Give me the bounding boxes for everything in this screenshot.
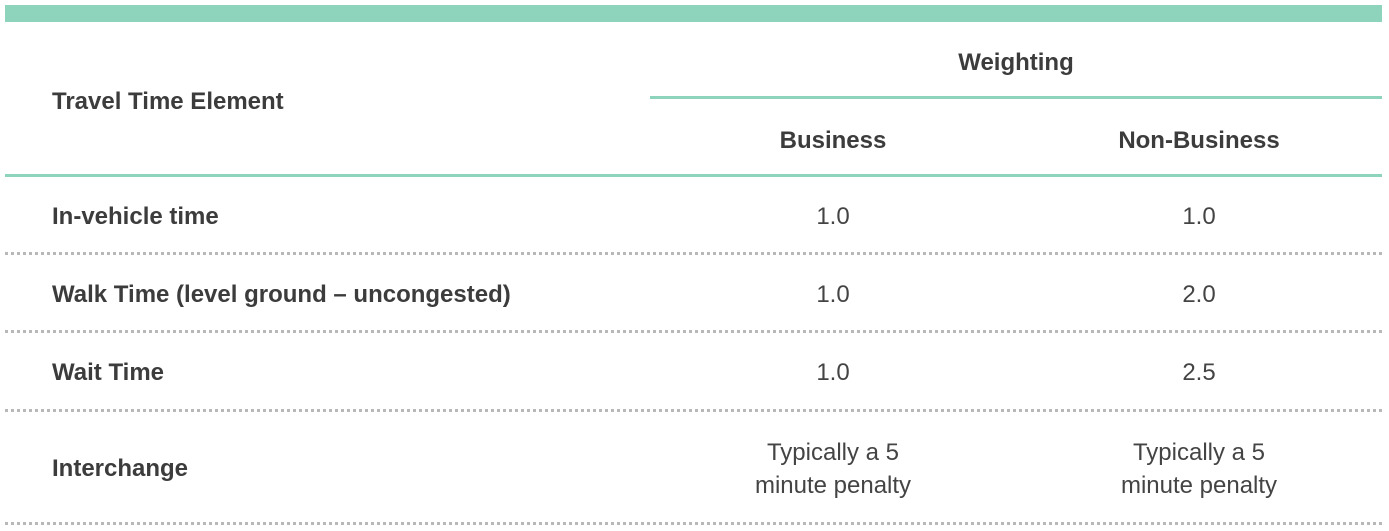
row-non-business-value: 1.0 [1182, 202, 1216, 230]
row-element-label: In-vehicle time [52, 202, 219, 230]
table-row: Walk Time (level ground – uncongested) 1… [5, 255, 1382, 333]
table-row: In-vehicle time 1.0 1.0 [5, 177, 1382, 255]
header-non-business: Non-Business [1118, 127, 1280, 154]
header-rule [5, 174, 1382, 177]
weighting-table: Travel Time Element Weighting Business N… [5, 22, 1382, 531]
row-divider [5, 522, 1382, 525]
row-business-value-cell: Typically a 5 minute penalty [650, 412, 1016, 525]
row-business-value: Typically a 5 minute penalty [754, 438, 912, 499]
top-accent-bar [5, 5, 1382, 22]
header-weighting: Weighting [958, 49, 1074, 76]
row-divider [5, 252, 1382, 255]
table-row: Wait Time 1.0 2.5 [5, 333, 1382, 412]
table-row: Interchange Typically a 5 minute penalty… [5, 412, 1382, 525]
row-divider [5, 409, 1382, 412]
row-element-label: Interchange [52, 455, 189, 482]
header-travel-time-element: Travel Time Element [52, 88, 284, 115]
weighting-rule [650, 96, 1382, 99]
row-element-label: Wait Time [52, 359, 165, 386]
row-non-business-value-cell: Typically a 5 minute penalty [1016, 412, 1382, 525]
row-non-business-value: 2.0 [1182, 280, 1216, 308]
header-business: Business [779, 127, 887, 154]
row-business-value: 1.0 [816, 280, 850, 308]
row-business-value: 1.0 [816, 359, 850, 386]
row-non-business-value: Typically a 5 minute penalty [1120, 438, 1278, 499]
row-non-business-value: 2.5 [1182, 359, 1216, 386]
row-divider [5, 330, 1382, 333]
row-business-value: 1.0 [816, 202, 850, 230]
row-element-label: Walk Time (level ground – uncongested) [52, 280, 511, 308]
